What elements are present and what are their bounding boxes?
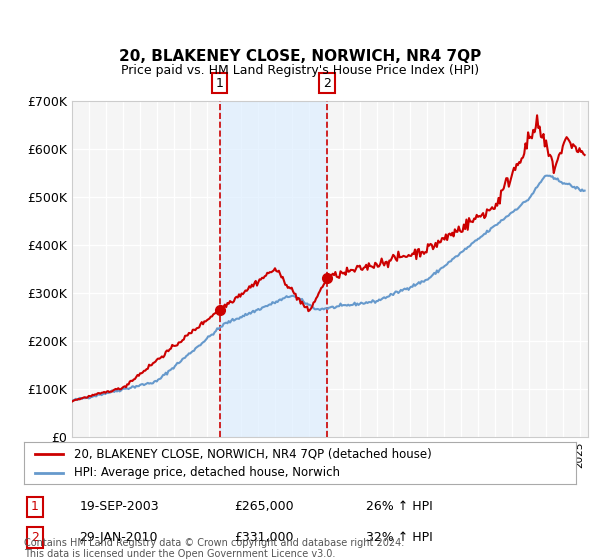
Text: 32% ↑ HPI: 32% ↑ HPI xyxy=(366,531,433,544)
Text: 1: 1 xyxy=(215,77,223,90)
Text: 2: 2 xyxy=(323,77,331,90)
Text: 1: 1 xyxy=(31,500,39,514)
Text: Contains HM Land Registry data © Crown copyright and database right 2024.
This d: Contains HM Land Registry data © Crown c… xyxy=(24,538,404,559)
Text: 2: 2 xyxy=(31,531,39,544)
Text: £331,000: £331,000 xyxy=(234,531,293,544)
Text: 20, BLAKENEY CLOSE, NORWICH, NR4 7QP: 20, BLAKENEY CLOSE, NORWICH, NR4 7QP xyxy=(119,49,481,64)
Bar xyxy=(220,101,327,437)
Text: Price paid vs. HM Land Registry's House Price Index (HPI): Price paid vs. HM Land Registry's House … xyxy=(121,64,479,77)
Text: HPI: Average price, detached house, Norwich: HPI: Average price, detached house, Norw… xyxy=(74,466,340,479)
Text: 29-JAN-2010: 29-JAN-2010 xyxy=(79,531,158,544)
Text: £265,000: £265,000 xyxy=(234,500,293,514)
Text: 26% ↑ HPI: 26% ↑ HPI xyxy=(366,500,433,514)
Text: 20, BLAKENEY CLOSE, NORWICH, NR4 7QP (detached house): 20, BLAKENEY CLOSE, NORWICH, NR4 7QP (de… xyxy=(74,447,431,461)
Text: 19-SEP-2003: 19-SEP-2003 xyxy=(79,500,159,514)
